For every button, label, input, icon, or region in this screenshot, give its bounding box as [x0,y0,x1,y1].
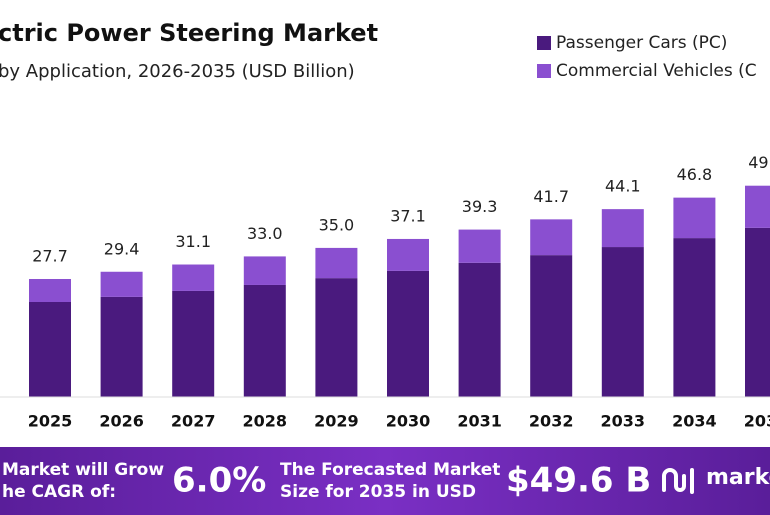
x-tick-label: 2026 [99,412,144,431]
bar-segment [601,247,644,397]
total-label: 41.7 [533,187,569,206]
x-tick-label: 2031 [457,412,502,431]
x-tick-label: 2027 [171,412,216,431]
bar-segment [745,185,770,228]
bar-segment [458,229,501,263]
x-tick-label: 2035 [744,412,770,431]
footer-value: 6.0% [172,461,266,501]
logo-icon [662,468,694,494]
bar-segment [243,256,286,285]
x-tick-label: 2032 [529,412,574,431]
x-tick-label: 2034 [672,412,717,431]
footer-text: he CAGR of: [2,482,116,502]
chart-subtitle: by Application, 2026-2035 (USD Billion) [0,61,355,82]
total-label: 27.7 [32,246,68,265]
footer-text: Size for 2035 in USD [280,482,476,502]
legend-label: Passenger Cars (PC) [556,33,727,53]
x-tick-label: 2033 [601,412,646,431]
bar-segment [315,278,358,397]
footer-text: Market will Grow [2,460,164,480]
bar-segment [29,278,71,303]
bar-segment [243,284,286,397]
bar-segment [100,271,143,297]
total-label: 39.3 [462,197,498,216]
bar-segment [29,302,71,397]
bar-segment [601,209,644,248]
footer-text: The Forecasted Market [280,460,500,480]
total-label: 37.1 [390,206,426,225]
chart-title: ctric Power Steering Market [0,19,378,47]
x-tick-label: 2029 [314,412,359,431]
x-tick-label: 2025 [28,412,73,431]
bar-segment [387,270,429,397]
bar-segment [530,255,573,397]
total-label: 29.4 [104,239,140,258]
total-label: 33.0 [247,224,283,243]
bar-segment [673,238,716,397]
total-label: 35.0 [319,215,355,234]
bar-segment [673,197,716,239]
bar-segment [315,247,358,279]
total-label: 46.8 [677,165,713,184]
footer-value: $49.6 B [506,461,651,501]
total-label: 49.6 [748,153,770,172]
bar-segment [387,238,429,271]
bar-segment [458,262,501,397]
bar-segment [172,290,215,397]
total-label: 31.1 [175,232,211,251]
footer-band [0,447,770,515]
bar-segment [100,296,143,397]
bar-segment [745,227,770,397]
x-tick-label: 2030 [386,412,431,431]
legend-swatch [537,36,551,50]
logo: marke [706,465,770,490]
total-label: 44.1 [605,177,641,196]
bar-segment [172,264,215,291]
legend-label: Commercial Vehicles (C [556,61,757,81]
x-tick-label: 2028 [243,412,288,431]
bar-segment [530,219,573,256]
legend-swatch [537,64,551,78]
